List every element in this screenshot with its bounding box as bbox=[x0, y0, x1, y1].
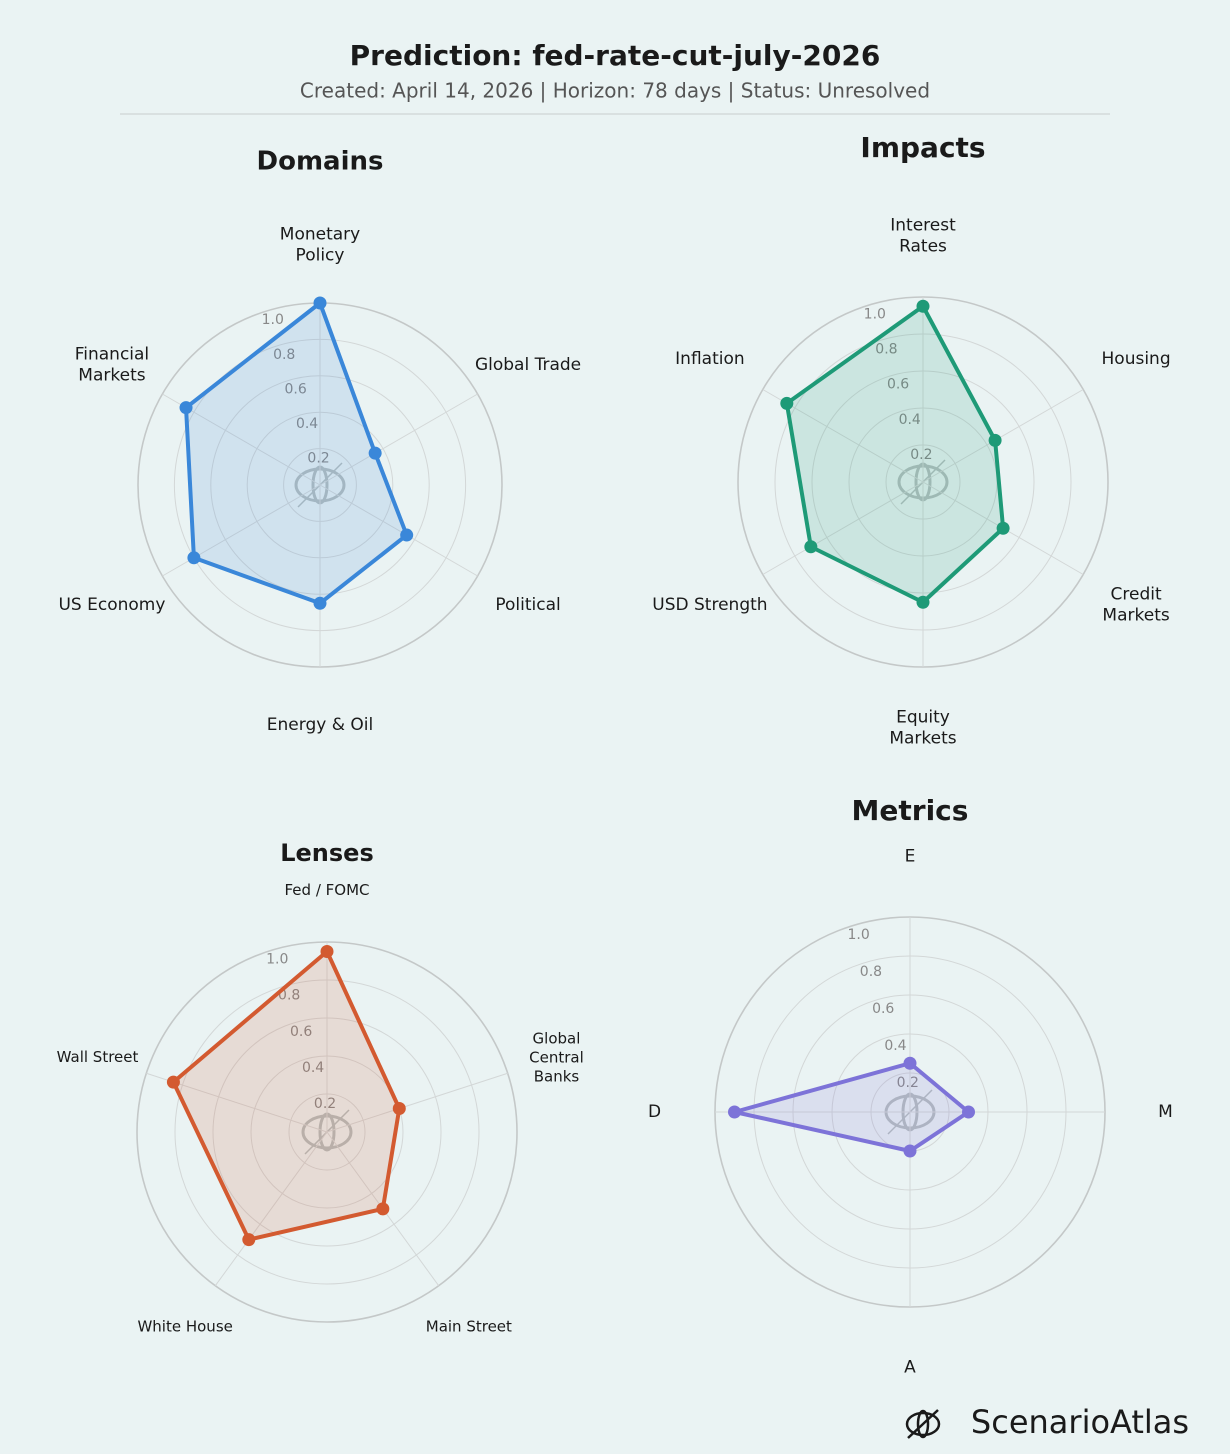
spoke bbox=[214, 1131, 328, 1287]
axis-label: Wall Street bbox=[57, 1048, 139, 1066]
radar-point bbox=[376, 1202, 390, 1216]
tick-label: 0.8 bbox=[273, 347, 295, 363]
radar-point bbox=[903, 1144, 917, 1158]
tick-label: 0.8 bbox=[875, 342, 897, 358]
radar-point bbox=[313, 596, 327, 610]
tick-label: 0.6 bbox=[887, 377, 909, 393]
axis-label: Housing bbox=[1102, 349, 1171, 369]
chart-title: Domains bbox=[257, 147, 384, 177]
tick-label: 0.6 bbox=[290, 1024, 312, 1040]
axis-label: Monetary Policy bbox=[280, 224, 360, 265]
radar-point bbox=[166, 1075, 180, 1089]
axis-label: Inflation bbox=[675, 349, 744, 369]
radar-point bbox=[916, 595, 930, 609]
brand-name: ScenarioAtlas bbox=[971, 1403, 1189, 1441]
tick-label: 0.4 bbox=[302, 1060, 324, 1076]
tick-label: 0.4 bbox=[899, 412, 921, 428]
axis-label: A bbox=[904, 1357, 916, 1377]
radar-point bbox=[780, 396, 794, 410]
radar-point bbox=[804, 540, 818, 554]
radar-point bbox=[903, 1056, 917, 1070]
axis-label: Main Street bbox=[426, 1318, 512, 1336]
radar-point bbox=[728, 1105, 741, 1119]
radar-point bbox=[392, 1102, 406, 1116]
radar-area bbox=[171, 949, 402, 1242]
axis-label: Global Trade bbox=[475, 355, 581, 375]
chart-title: Metrics bbox=[852, 794, 969, 827]
radar-point bbox=[242, 1233, 256, 1247]
tick-label: 0.6 bbox=[872, 1001, 894, 1017]
chart-title: Impacts bbox=[860, 131, 985, 164]
page-title: Prediction: fed-rate-cut-july-2026 bbox=[350, 39, 881, 72]
axis-label: Fed / FOMC bbox=[285, 881, 370, 899]
tick-label: 0.2 bbox=[314, 1096, 336, 1112]
tick-label: 0.4 bbox=[296, 416, 318, 432]
axis-label: Global Central Banks bbox=[529, 1029, 584, 1085]
tick-label: 0.2 bbox=[307, 450, 329, 466]
spoke bbox=[319, 484, 478, 577]
axis-label: Political bbox=[495, 595, 560, 615]
axis-label: White House bbox=[137, 1318, 232, 1336]
spoke bbox=[326, 1072, 508, 1133]
axis-label: USD Strength bbox=[652, 595, 767, 615]
axis-label: D bbox=[648, 1102, 661, 1122]
axis-label: Financial Markets bbox=[75, 344, 149, 385]
page-subtitle: Created: April 14, 2026 | Horizon: 78 da… bbox=[300, 79, 930, 103]
radar-point bbox=[988, 433, 1002, 447]
radar-area bbox=[784, 304, 1006, 605]
brand-logo bbox=[905, 1409, 941, 1439]
tick-label: 0.2 bbox=[910, 447, 932, 463]
radar-point bbox=[962, 1105, 975, 1119]
tick-label: 0.4 bbox=[884, 1038, 906, 1054]
spoke bbox=[922, 389, 1084, 483]
tick-label: 0.2 bbox=[897, 1075, 919, 1091]
tick-label: 1.0 bbox=[266, 952, 288, 968]
radar-point bbox=[996, 521, 1010, 535]
tick-label: 1.0 bbox=[262, 312, 284, 328]
spoke bbox=[319, 393, 478, 486]
radar-point bbox=[313, 296, 327, 310]
radar-point bbox=[368, 446, 382, 460]
radar-point bbox=[179, 401, 193, 415]
spoke bbox=[762, 481, 924, 575]
radar-point bbox=[320, 945, 334, 958]
axis-label: US Economy bbox=[58, 595, 165, 615]
tick-label: 0.8 bbox=[860, 964, 882, 980]
radar-point bbox=[187, 551, 201, 565]
axis-label: M bbox=[1158, 1102, 1173, 1122]
tick-label: 0.6 bbox=[285, 381, 307, 397]
axis-label: E bbox=[905, 847, 916, 867]
radar-point bbox=[400, 528, 414, 542]
chart-title: Lenses bbox=[280, 839, 374, 867]
tick-label: 0.8 bbox=[278, 988, 300, 1004]
axis-label: Equity Markets bbox=[889, 708, 956, 749]
radar-point bbox=[916, 299, 930, 313]
tick-label: 1.0 bbox=[848, 927, 870, 943]
tick-label: 1.0 bbox=[864, 306, 886, 322]
axis-label: Interest Rates bbox=[890, 215, 956, 256]
axis-label: Energy & Oil bbox=[267, 715, 373, 735]
axis-label: Credit Markets bbox=[1102, 585, 1169, 626]
radar-area bbox=[732, 1061, 971, 1153]
